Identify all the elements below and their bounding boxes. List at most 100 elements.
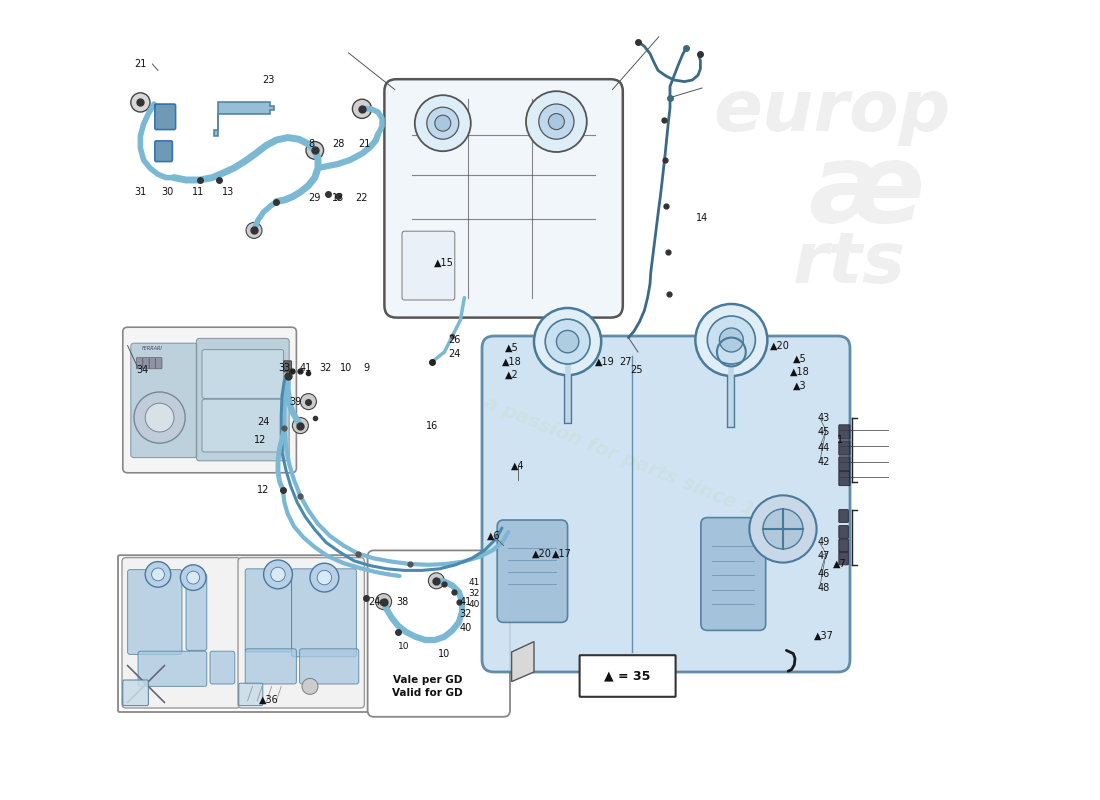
Text: 26: 26 bbox=[448, 335, 460, 345]
FancyBboxPatch shape bbox=[155, 358, 162, 369]
FancyBboxPatch shape bbox=[155, 141, 173, 162]
Circle shape bbox=[152, 568, 164, 581]
Text: 10: 10 bbox=[398, 642, 409, 651]
Text: ▲19: ▲19 bbox=[594, 357, 614, 366]
Text: ▲36: ▲36 bbox=[258, 695, 278, 705]
Text: 16: 16 bbox=[426, 421, 438, 430]
Circle shape bbox=[271, 567, 285, 582]
Text: 40: 40 bbox=[460, 623, 472, 633]
Text: 47: 47 bbox=[817, 551, 829, 561]
Text: 14: 14 bbox=[696, 213, 708, 222]
Text: 43: 43 bbox=[817, 413, 829, 422]
FancyBboxPatch shape bbox=[482, 336, 850, 672]
FancyBboxPatch shape bbox=[155, 104, 176, 130]
Text: ▲15: ▲15 bbox=[434, 258, 454, 267]
Text: 22: 22 bbox=[355, 194, 368, 203]
Text: 21: 21 bbox=[359, 139, 371, 149]
Circle shape bbox=[131, 93, 150, 112]
Circle shape bbox=[145, 403, 174, 432]
Text: ▲3: ▲3 bbox=[793, 381, 806, 390]
Circle shape bbox=[293, 418, 308, 434]
Text: ▲18: ▲18 bbox=[502, 357, 521, 366]
Circle shape bbox=[300, 394, 317, 410]
FancyBboxPatch shape bbox=[197, 338, 289, 461]
Text: 10: 10 bbox=[438, 650, 451, 659]
Circle shape bbox=[310, 563, 339, 592]
Text: 32: 32 bbox=[460, 610, 472, 619]
Text: 21: 21 bbox=[134, 59, 146, 69]
FancyBboxPatch shape bbox=[118, 555, 370, 712]
Text: FERRARI: FERRARI bbox=[142, 346, 163, 350]
FancyBboxPatch shape bbox=[245, 649, 296, 684]
Text: 29: 29 bbox=[308, 194, 320, 203]
FancyBboxPatch shape bbox=[186, 574, 207, 650]
Text: ▲5: ▲5 bbox=[505, 343, 518, 353]
FancyBboxPatch shape bbox=[839, 539, 848, 552]
Circle shape bbox=[549, 114, 564, 130]
Circle shape bbox=[428, 573, 444, 589]
FancyBboxPatch shape bbox=[123, 680, 148, 706]
Text: ▲ = 35: ▲ = 35 bbox=[604, 670, 651, 682]
Text: 41: 41 bbox=[460, 597, 472, 606]
Circle shape bbox=[534, 308, 602, 375]
Text: ▲2: ▲2 bbox=[505, 370, 518, 379]
Text: 31: 31 bbox=[134, 187, 146, 197]
Circle shape bbox=[434, 115, 451, 131]
FancyBboxPatch shape bbox=[839, 510, 848, 522]
FancyBboxPatch shape bbox=[839, 526, 848, 538]
FancyBboxPatch shape bbox=[580, 655, 675, 697]
Text: 28: 28 bbox=[332, 139, 344, 149]
Text: 12: 12 bbox=[254, 435, 266, 445]
Text: ▲20: ▲20 bbox=[532, 549, 552, 558]
Circle shape bbox=[695, 304, 768, 376]
FancyBboxPatch shape bbox=[131, 343, 197, 458]
Text: 39: 39 bbox=[289, 397, 301, 406]
FancyBboxPatch shape bbox=[245, 569, 292, 652]
Text: æ: æ bbox=[808, 138, 925, 246]
FancyBboxPatch shape bbox=[839, 441, 850, 455]
FancyBboxPatch shape bbox=[143, 358, 150, 369]
FancyBboxPatch shape bbox=[367, 550, 510, 717]
Circle shape bbox=[264, 560, 293, 589]
Text: 38: 38 bbox=[396, 597, 408, 606]
Circle shape bbox=[375, 594, 392, 610]
FancyBboxPatch shape bbox=[839, 457, 850, 471]
FancyBboxPatch shape bbox=[299, 649, 359, 684]
FancyBboxPatch shape bbox=[238, 558, 364, 708]
Text: 10: 10 bbox=[340, 363, 352, 373]
Circle shape bbox=[526, 91, 586, 152]
FancyBboxPatch shape bbox=[402, 231, 454, 300]
FancyBboxPatch shape bbox=[284, 361, 292, 372]
Text: 30: 30 bbox=[162, 187, 174, 197]
Text: 25: 25 bbox=[630, 365, 642, 374]
FancyBboxPatch shape bbox=[122, 558, 241, 708]
FancyBboxPatch shape bbox=[150, 358, 155, 369]
Circle shape bbox=[317, 570, 331, 585]
Text: 33: 33 bbox=[278, 363, 290, 373]
Circle shape bbox=[707, 316, 756, 364]
Circle shape bbox=[145, 562, 170, 587]
Circle shape bbox=[180, 565, 206, 590]
Text: ▲7: ▲7 bbox=[833, 559, 847, 569]
FancyBboxPatch shape bbox=[839, 552, 848, 565]
Circle shape bbox=[557, 330, 579, 353]
FancyBboxPatch shape bbox=[210, 651, 234, 684]
Text: ▲20: ▲20 bbox=[770, 341, 790, 350]
Text: Vale per GD: Vale per GD bbox=[393, 675, 462, 685]
Text: ▲5: ▲5 bbox=[793, 354, 806, 363]
Text: ▲17: ▲17 bbox=[552, 549, 572, 558]
Text: 32: 32 bbox=[320, 363, 332, 373]
Text: 8: 8 bbox=[308, 139, 315, 149]
Circle shape bbox=[719, 328, 744, 352]
Text: ▲18: ▲18 bbox=[790, 367, 810, 377]
FancyBboxPatch shape bbox=[701, 518, 766, 630]
Text: 9: 9 bbox=[363, 363, 370, 373]
FancyBboxPatch shape bbox=[839, 425, 850, 439]
Circle shape bbox=[415, 95, 471, 151]
Text: 45: 45 bbox=[817, 427, 829, 437]
Circle shape bbox=[302, 678, 318, 694]
Text: 11: 11 bbox=[191, 187, 205, 197]
Polygon shape bbox=[214, 102, 274, 136]
Text: 40: 40 bbox=[469, 600, 480, 610]
Text: 12: 12 bbox=[257, 485, 270, 494]
